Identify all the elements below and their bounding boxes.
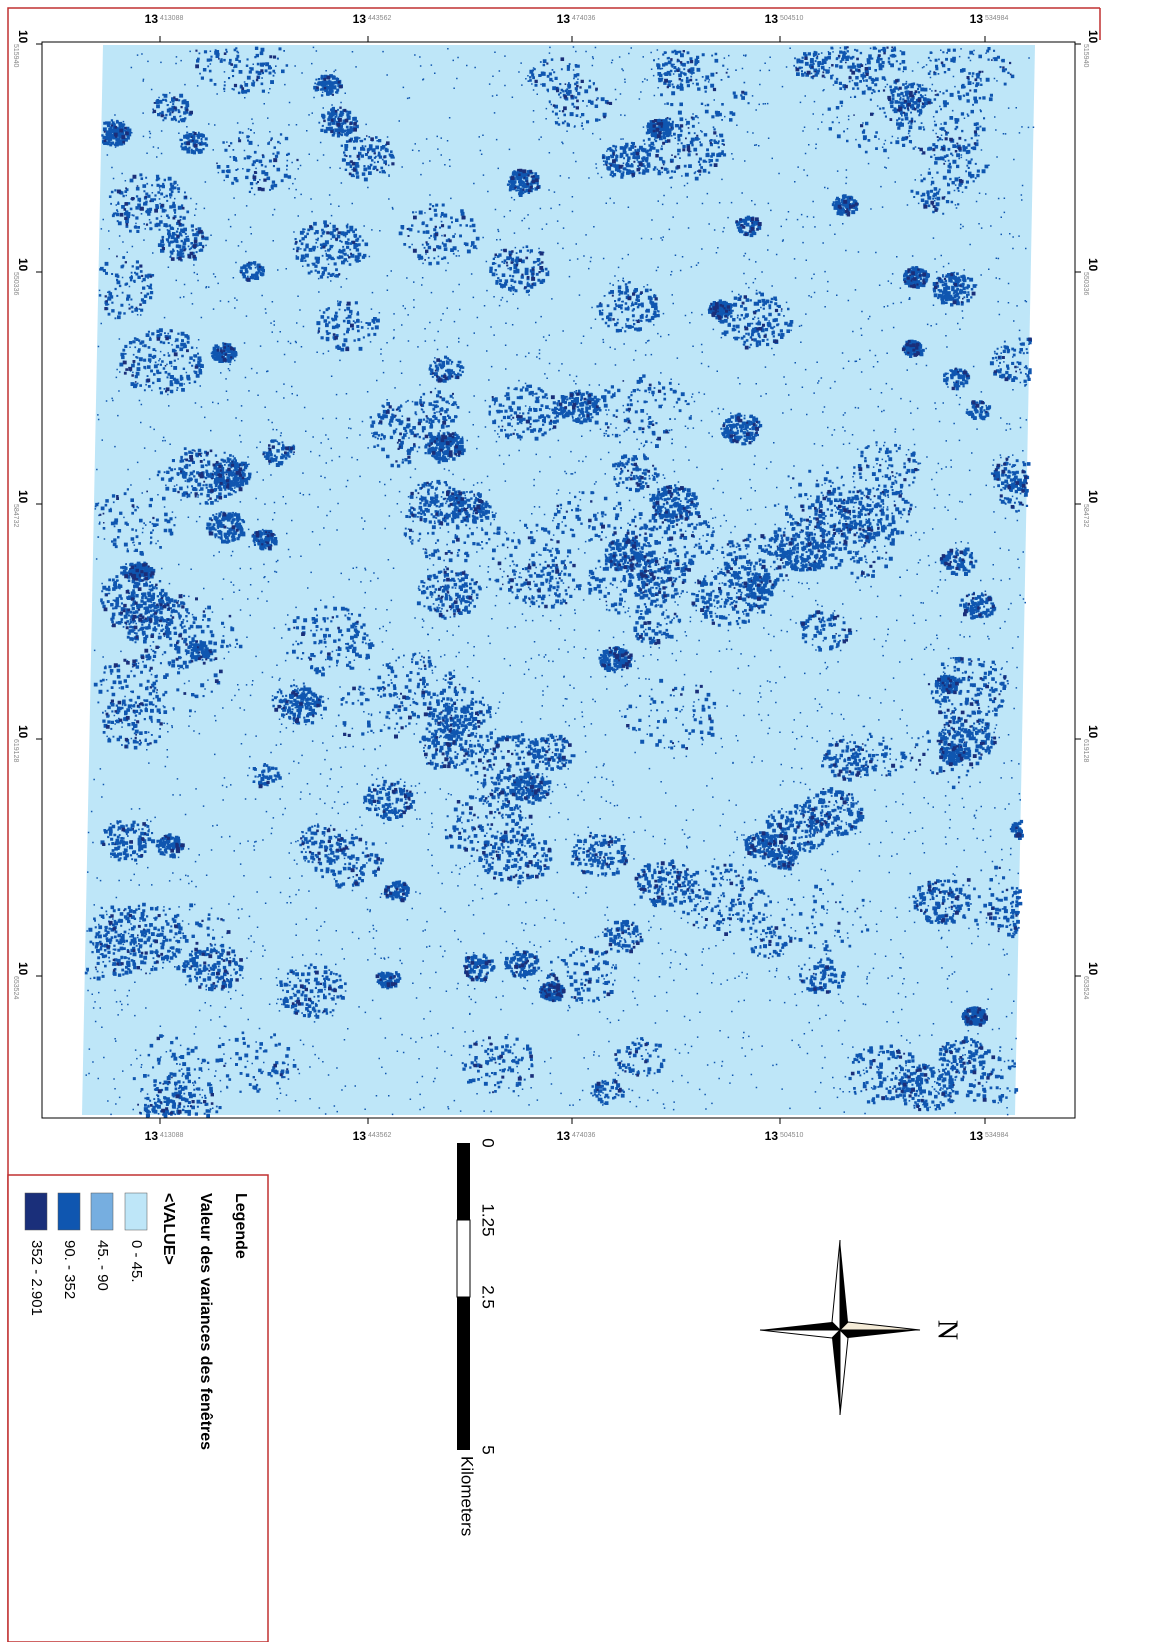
legend-header: <VALUE> [160, 1193, 177, 1265]
coordinate-major: 10 [16, 962, 30, 976]
coordinate-minor: 534984 [985, 15, 1008, 22]
coordinate-major: 13 [970, 1129, 984, 1143]
coordinate-major: 13 [970, 12, 984, 26]
scale-segment [457, 1220, 470, 1297]
coordinate-minor: 584732 [1082, 504, 1089, 527]
legend-label: 90. - 352 [61, 1240, 78, 1299]
legend-label: 0 - 45. [128, 1240, 145, 1283]
coordinate-major: 10 [16, 490, 30, 504]
scale-unit: Kilometers [458, 1456, 477, 1536]
map-layout: 1341308813413088134435621344356213474036… [0, 0, 1154, 1642]
legend-swatch [91, 1193, 113, 1230]
coordinate-major: 10 [16, 725, 30, 739]
legend-swatch [25, 1193, 47, 1230]
scale-label: 5 [479, 1445, 498, 1454]
coordinate-minor: 653524 [1082, 976, 1089, 999]
coordinate-major: 10 [1086, 725, 1100, 739]
coordinate-minor: 515940 [12, 44, 19, 67]
legend-swatch [58, 1193, 80, 1230]
coordinate-minor: 619128 [1082, 739, 1089, 762]
coordinate-major: 10 [1086, 962, 1100, 976]
coordinate-minor: 550336 [12, 272, 19, 295]
coordinate-major: 13 [765, 1129, 779, 1143]
legend-field: Valeur des variances des fenêtres [197, 1193, 214, 1450]
scale-label: 1.25 [479, 1203, 498, 1236]
scale-label: 2.5 [479, 1285, 498, 1309]
coordinate-minor: 619128 [12, 739, 19, 762]
coordinate-major: 10 [1086, 258, 1100, 272]
coordinate-major: 13 [353, 1129, 367, 1143]
coordinate-minor: 474036 [572, 15, 595, 22]
coordinate-major: 10 [16, 30, 30, 44]
coordinate-minor: 550336 [1082, 272, 1089, 295]
coordinate-major: 10 [16, 258, 30, 272]
legend-swatch [125, 1193, 147, 1230]
coordinate-major: 13 [557, 12, 571, 26]
coordinate-minor: 443562 [368, 1132, 391, 1139]
coordinate-major: 13 [145, 12, 159, 26]
legend-label: 45. - 90 [94, 1240, 111, 1291]
coordinate-major: 10 [1086, 30, 1100, 44]
coordinate-minor: 515940 [1082, 44, 1089, 67]
north-arrow [760, 1240, 920, 1415]
legend-label: 352 - 2.901 [28, 1240, 45, 1316]
coordinate-minor: 443562 [368, 15, 391, 22]
coordinate-major: 13 [765, 12, 779, 26]
coordinate-major: 13 [145, 1129, 159, 1143]
legend-title: Legende [232, 1193, 249, 1259]
coordinate-minor: 534984 [985, 1132, 1008, 1139]
scale-label: 0 [479, 1138, 498, 1147]
north-label: N [932, 1320, 963, 1340]
raster-background [82, 45, 1035, 1115]
coordinate-minor: 413088 [160, 1132, 183, 1139]
coordinate-minor: 474036 [572, 1132, 595, 1139]
coordinate-minor: 504510 [780, 1132, 803, 1139]
scale-segment [457, 1297, 470, 1450]
coordinate-minor: 653524 [12, 976, 19, 999]
coordinate-minor: 504510 [780, 15, 803, 22]
coordinate-major: 10 [1086, 490, 1100, 504]
coordinate-minor: 413088 [160, 15, 183, 22]
coordinate-major: 13 [557, 1129, 571, 1143]
scale-segment [457, 1143, 470, 1220]
coordinate-minor: 584732 [12, 504, 19, 527]
coordinate-major: 13 [353, 12, 367, 26]
